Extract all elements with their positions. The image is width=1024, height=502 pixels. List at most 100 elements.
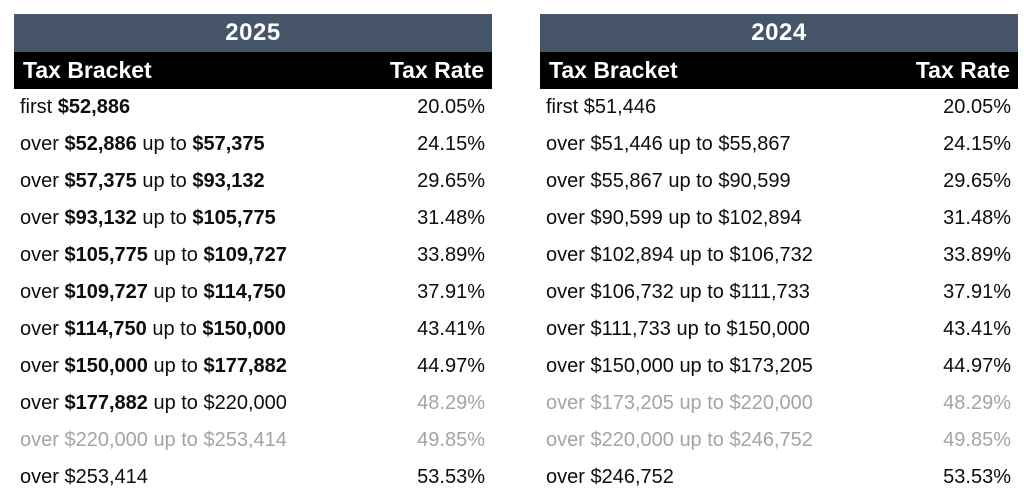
bracket-text-segment: $109,727	[203, 244, 287, 266]
bracket-cell: over $150,000 up to $177,882	[20, 355, 287, 378]
bracket-text-segment: up to	[136, 133, 193, 155]
table-row: over $111,733 up to $150,000 43.41%	[540, 311, 1018, 348]
rate-cell: 33.89%	[943, 244, 1011, 266]
bracket-text-segment: over	[20, 355, 65, 377]
bracket-text-segment: over	[20, 133, 65, 155]
table-row: over $246,752 53.53%	[540, 459, 1018, 496]
bracket-cell: over $106,732 up to $111,733	[546, 281, 810, 304]
table-row: over $114,750 up to $150,000 43.41%	[14, 311, 492, 348]
rate-cell: 44.97%	[417, 355, 485, 377]
bracket-cell: first $51,446	[546, 96, 656, 119]
bracket-text-segment: $150,000	[202, 318, 286, 340]
table-row: over $253,414 53.53%	[14, 459, 492, 496]
rate-cell: 20.05%	[943, 96, 1011, 118]
table-row: over $90,599 up to $102,894 31.48%	[540, 200, 1018, 237]
bracket-rows: first $51,446 20.05% over $51,446 up to $5…	[540, 89, 1018, 496]
rate-cell: 49.85%	[943, 429, 1011, 451]
tax-bracket-column-header: Tax Bracket	[549, 57, 678, 83]
bracket-text-segment: up to $220,000	[147, 392, 287, 414]
bracket-cell: over $52,886 up to $57,375	[20, 133, 265, 156]
bracket-text-segment: $105,775	[192, 207, 276, 229]
bracket-text-segment: over $90,599 up to $102,894	[546, 207, 802, 229]
table-row: first $51,446 20.05%	[540, 89, 1018, 126]
bracket-cell: over $150,000 up to $173,205	[546, 355, 813, 378]
bracket-cell: over $220,000 up to $246,752	[546, 429, 813, 452]
rate-cell: 33.89%	[417, 244, 485, 266]
bracket-cell: over $90,599 up to $102,894	[546, 207, 802, 230]
bracket-text-segment: first	[20, 96, 58, 118]
bracket-text-segment: over	[20, 207, 65, 229]
table-row: over $102,894 up to $106,732 33.89%	[540, 237, 1018, 274]
table-row: over $93,132 up to $105,775 31.48%	[14, 200, 492, 237]
bracket-text-segment: $52,886	[64, 133, 137, 155]
bracket-cell: over $102,894 up to $106,732	[546, 244, 813, 267]
table-row: over $220,000 up to $253,414 49.85%	[14, 422, 492, 459]
tax-bracket-column-header: Tax Bracket	[23, 57, 152, 83]
bracket-text-segment: over $51,446 up to $55,867	[546, 133, 791, 155]
bracket-text-segment: up to	[147, 244, 204, 266]
bracket-cell: over $51,446 up to $55,867	[546, 133, 791, 156]
rate-cell: 29.65%	[417, 170, 485, 192]
tax-rate-column-header: Tax Rate	[389, 57, 484, 83]
bracket-cell: over $111,733 up to $150,000	[546, 318, 810, 341]
rate-cell: 53.53%	[943, 466, 1011, 488]
bracket-cell: over $105,775 up to $109,727	[20, 244, 287, 267]
bracket-text-segment: over $150,000 up to $173,205	[546, 355, 813, 377]
rate-cell: 31.48%	[417, 207, 485, 229]
table-row: over $52,886 up to $57,375 24.15%	[14, 126, 492, 163]
bracket-cell: over $253,414	[20, 466, 148, 489]
bracket-text-segment: over $253,414	[20, 466, 148, 488]
bracket-text-segment: $93,132	[64, 207, 137, 229]
year-header-2025: 2025	[14, 14, 492, 52]
rate-cell: 43.41%	[417, 318, 485, 340]
bracket-cell: over $246,752	[546, 466, 674, 489]
bracket-text-segment: over $111,733 up to $150,000	[546, 318, 810, 340]
table-row: over $106,732 up to $111,733 37.91%	[540, 274, 1018, 311]
bracket-text-segment: $57,375	[192, 133, 265, 155]
bracket-cell: over $220,000 up to $253,414	[20, 429, 287, 452]
rate-cell: 44.97%	[943, 355, 1011, 377]
bracket-text-segment: over	[20, 170, 65, 192]
bracket-text-segment: first $51,446	[546, 96, 657, 118]
bracket-text-segment: over $173,205 up to $220,000	[546, 392, 813, 414]
bracket-text-segment: $52,886	[57, 96, 131, 118]
bracket-text-segment: up to	[146, 318, 203, 340]
rate-cell: 24.15%	[943, 133, 1011, 155]
bracket-text-segment: over $246,752	[546, 466, 674, 488]
bracket-text-segment: $93,132	[192, 170, 265, 192]
tax-rate-column-header: Tax Rate	[915, 57, 1010, 83]
bracket-cell: first $52,886	[20, 96, 130, 119]
table-row: over $150,000 up to $173,205 44.97%	[540, 348, 1018, 385]
bracket-text-segment: over	[20, 318, 65, 340]
table-row: over $220,000 up to $246,752 49.85%	[540, 422, 1018, 459]
table-row: over $173,205 up to $220,000 48.29%	[540, 385, 1018, 422]
bracket-rows: first $52,886 20.05% over $52,886 up to $5…	[14, 89, 492, 496]
rate-cell: 48.29%	[417, 392, 485, 414]
table-row: over $57,375 up to $93,132 29.65%	[14, 163, 492, 200]
tax-table-2024: 2024 Tax Bracket Tax Rate first $51,446 2…	[540, 14, 1018, 496]
bracket-cell: over $177,882 up to $220,000	[20, 392, 287, 415]
table-row: over $150,000 up to $177,882 44.97%	[14, 348, 492, 385]
bracket-text-segment: over $220,000 up to $246,752	[546, 429, 813, 451]
rate-cell: 48.29%	[943, 392, 1011, 414]
bracket-text-segment: over $106,732 up to $111,733	[546, 281, 810, 303]
bracket-text-segment: $109,727	[64, 281, 148, 303]
bracket-text-segment: $114,750	[64, 318, 147, 340]
rate-cell: 24.15%	[417, 133, 485, 155]
bracket-text-segment: over $220,000 up to $253,414	[20, 429, 287, 451]
bracket-cell: over $93,132 up to $105,775	[20, 207, 276, 230]
bracket-text-segment: $150,000	[64, 355, 148, 377]
rate-cell: 49.85%	[417, 429, 485, 451]
bracket-cell: over $55,867 up to $90,599	[546, 170, 791, 193]
bracket-text-segment: over $102,894 up to $106,732	[546, 244, 813, 266]
table-row: over $109,727 up to $114,750 37.91%	[14, 274, 492, 311]
bracket-text-segment: $177,882	[64, 392, 148, 414]
rate-cell: 31.48%	[943, 207, 1011, 229]
rate-cell: 53.53%	[417, 466, 485, 488]
bracket-text-segment: over $55,867 up to $90,599	[546, 170, 791, 192]
table-row: over $105,775 up to $109,727 33.89%	[14, 237, 492, 274]
bracket-text-segment: over	[20, 392, 65, 414]
bracket-text-segment: up to	[136, 207, 193, 229]
bracket-cell: over $57,375 up to $93,132	[20, 170, 265, 193]
